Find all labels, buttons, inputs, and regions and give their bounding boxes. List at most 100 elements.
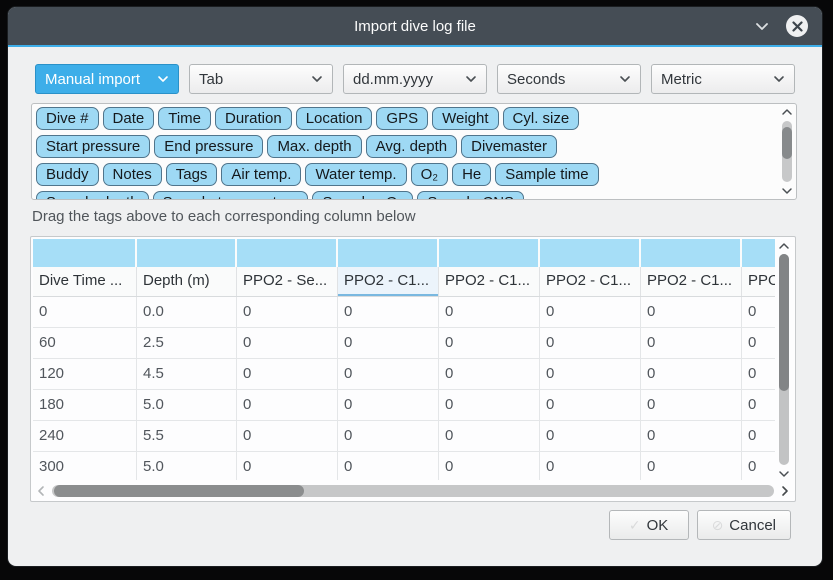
- chevron-down-icon[interactable]: [753, 17, 771, 35]
- tag-row: Dive # Date Time Duration Location GPS Weight C…: [36, 107, 792, 130]
- column-header[interactable]: PPO2 - C1...: [641, 267, 742, 296]
- table-cell: 0: [641, 421, 742, 451]
- column-header[interactable]: PPO2 - C1...: [540, 267, 641, 296]
- table-cell: 0: [742, 297, 775, 327]
- tag-pill[interactable]: Sample CNS: [417, 191, 525, 199]
- column-header[interactable]: PPO2 - C1...: [338, 267, 439, 296]
- cancel-button[interactable]: ⊘ Cancel: [696, 510, 791, 540]
- import-mode-select[interactable]: Manual import: [35, 64, 179, 94]
- table-cell: 180: [33, 390, 137, 420]
- import-mode-value: Manual import: [45, 70, 141, 88]
- column-drop-zone[interactable]: [338, 239, 439, 267]
- scroll-right-icon[interactable]: [777, 485, 793, 497]
- table-cell: 0: [641, 328, 742, 358]
- tags-scrollbar-track[interactable]: [781, 121, 792, 182]
- table-row: 240 5.5 0 0 0 0 0 0: [33, 421, 775, 452]
- close-icon: [791, 20, 803, 32]
- column-header-row: Dive Time ... Depth (m) PPO2 - Se... PPO2 -…: [33, 267, 775, 297]
- tag-pill[interactable]: Max. depth: [267, 135, 362, 158]
- scroll-down-icon[interactable]: [778, 467, 790, 480]
- titlebar[interactable]: Import dive log file: [8, 7, 822, 47]
- tag-pill[interactable]: O₂: [410, 163, 449, 186]
- tag-pill[interactable]: Avg. depth: [365, 135, 458, 158]
- scroll-down-icon[interactable]: [781, 185, 793, 197]
- duration-format-value: Seconds: [507, 70, 566, 88]
- tag-pill[interactable]: Sample pO₂: [312, 191, 414, 199]
- table-cell: 0: [742, 328, 775, 358]
- table-cell: 120: [33, 359, 137, 389]
- units-select[interactable]: Metric: [651, 64, 795, 94]
- tag-pill[interactable]: Cyl. size: [502, 107, 580, 130]
- tag-pill[interactable]: Time: [158, 107, 211, 130]
- drag-instruction-label: Drag the tags above to each correspondin…: [32, 208, 416, 225]
- table-hscroll-thumb[interactable]: [54, 484, 304, 497]
- check-icon: ✓: [628, 516, 641, 533]
- column-header[interactable]: Depth (m): [137, 267, 237, 296]
- column-header[interactable]: PPO2 - Se...: [237, 267, 338, 296]
- close-button[interactable]: [786, 15, 808, 37]
- tag-pill[interactable]: Location: [295, 107, 373, 130]
- table-hscroll-track[interactable]: [52, 484, 774, 497]
- tag-row: Buddy Notes Tags Air temp. Water temp. O₂ He Sa…: [36, 163, 792, 186]
- scroll-up-icon[interactable]: [778, 239, 790, 252]
- scroll-up-icon[interactable]: [781, 106, 793, 118]
- tag-pill[interactable]: Date: [102, 107, 155, 130]
- table-vscroll-track[interactable]: [779, 254, 789, 465]
- table-cell: 0: [540, 421, 641, 451]
- column-drop-zone[interactable]: [641, 239, 742, 267]
- tag-pill[interactable]: GPS: [376, 107, 429, 130]
- tag-pill[interactable]: Weight: [432, 107, 499, 130]
- column-header[interactable]: PPO2 - C1...: [439, 267, 540, 296]
- table-cell: 0: [237, 421, 338, 451]
- table-cell: 0: [338, 390, 439, 420]
- tag-pill[interactable]: Notes: [102, 163, 162, 186]
- column-drop-zone[interactable]: [237, 239, 338, 267]
- table-vscroll-thumb[interactable]: [779, 254, 789, 392]
- tag-pill[interactable]: Duration: [215, 107, 292, 130]
- tag-pill[interactable]: Dive #: [36, 107, 99, 130]
- table-row: 180 5.0 0 0 0 0 0 0: [33, 390, 775, 421]
- column-drop-zone[interactable]: [540, 239, 641, 267]
- column-header[interactable]: Dive Time ...: [33, 267, 137, 296]
- duration-format-select[interactable]: Seconds: [497, 64, 641, 94]
- table-cell: 300: [33, 452, 137, 480]
- tag-pill[interactable]: Start pressure: [36, 135, 151, 158]
- table-cell: 0: [742, 359, 775, 389]
- scroll-left-icon[interactable]: [33, 485, 49, 497]
- column-drop-zone[interactable]: [33, 239, 137, 267]
- chevron-down-icon: [620, 76, 630, 82]
- tags-scrollbar-thumb[interactable]: [781, 127, 792, 159]
- column-header[interactable]: PPO2: [742, 267, 775, 296]
- tag-pill[interactable]: Sample time: [495, 163, 599, 186]
- column-drop-zone[interactable]: [439, 239, 540, 267]
- ok-button[interactable]: ✓ OK: [608, 510, 689, 540]
- tag-pill[interactable]: Water temp.: [305, 163, 407, 186]
- table-cell: 0: [540, 328, 641, 358]
- table-vertical-scrollbar[interactable]: [775, 239, 793, 480]
- table-cell: 0: [540, 359, 641, 389]
- tag-pill[interactable]: End pressure: [154, 135, 264, 158]
- tag-pill[interactable]: Divemaster: [461, 135, 557, 158]
- column-drop-zone[interactable]: [137, 239, 237, 267]
- titlebar-controls: [753, 7, 808, 45]
- table-cell: 0: [237, 452, 338, 480]
- column-drop-zone-row: [33, 239, 775, 267]
- table-cell: 0: [641, 452, 742, 480]
- date-format-select[interactable]: dd.mm.yyyy: [343, 64, 487, 94]
- table-horizontal-scrollbar[interactable]: [33, 482, 793, 499]
- tag-pill[interactable]: Sample temperature: [152, 191, 309, 199]
- column-drop-zone[interactable]: [742, 239, 775, 267]
- tag-pill[interactable]: Buddy: [36, 163, 99, 186]
- table-cell: 0: [641, 359, 742, 389]
- date-format-value: dd.mm.yyyy: [353, 70, 434, 88]
- tag-row: Sample depthSample temperatureSample pO₂…: [36, 191, 792, 199]
- tag-pill[interactable]: Air temp.: [221, 163, 302, 186]
- chevron-down-icon: [312, 76, 322, 82]
- chevron-down-icon: [158, 76, 168, 82]
- tag-pill[interactable]: Tags: [165, 163, 218, 186]
- tag-pill[interactable]: He: [452, 163, 492, 186]
- csv-preview-table: Dive Time ... Depth (m) PPO2 - Se... PPO2 -…: [30, 236, 796, 502]
- tags-scrollbar[interactable]: [779, 106, 794, 197]
- field-separator-select[interactable]: Tab: [189, 64, 333, 94]
- tag-pill[interactable]: Sample depth: [36, 191, 149, 199]
